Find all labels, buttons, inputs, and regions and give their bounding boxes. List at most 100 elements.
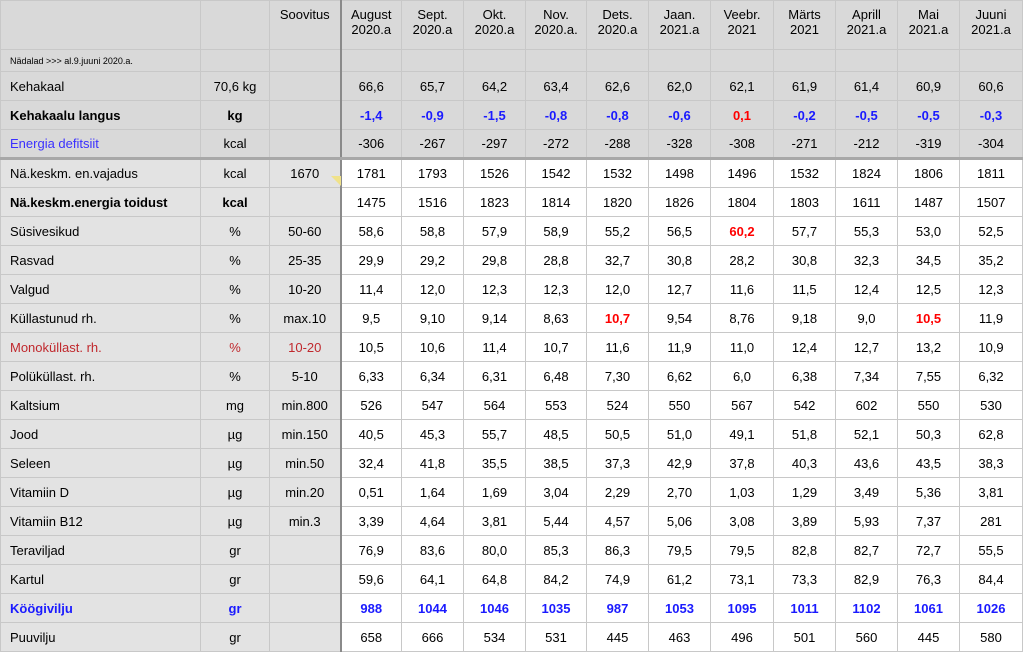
value-cell: 553 (525, 390, 587, 420)
value-cell: 73,1 (710, 564, 774, 594)
value-cell: 7,34 (835, 361, 898, 391)
row-unit: gr (200, 622, 270, 652)
value-cell: 10,9 (959, 332, 1023, 362)
row-label: Kaltsium (0, 390, 201, 420)
value-cell: 62,0 (648, 71, 711, 101)
value-cell: 28,8 (525, 245, 587, 275)
month-year: 2020.a (351, 22, 392, 37)
value-cell: -0,2 (773, 100, 836, 130)
header-month: Okt. 2020.a (463, 0, 526, 50)
row-label: Süsivesikud (0, 216, 201, 246)
note-empty-cell (200, 49, 270, 72)
row-label: Köögivilju (0, 593, 201, 623)
value-cell: -308 (710, 129, 774, 160)
row-recommendation: min.3 (269, 506, 341, 536)
value-cell: -267 (401, 129, 464, 160)
value-cell: 1095 (710, 593, 774, 623)
note-row: Nädalad >>> al.9.juuni 2020.a. (0, 49, 1024, 72)
note-empty-cell (525, 49, 587, 72)
header-month: Mai 2021.a (897, 0, 960, 50)
value-cell: 1823 (463, 187, 526, 217)
value-cell: 35,5 (463, 448, 526, 478)
row-unit: kcal (200, 158, 270, 188)
note-empty-cell (835, 49, 898, 72)
value-cell: 524 (586, 390, 649, 420)
header-month: Jaan. 2021.a (648, 0, 711, 50)
header-month: Sept. 2020.a (401, 0, 464, 50)
value-cell: -0,9 (401, 100, 464, 130)
row-recommendation: min.20 (269, 477, 341, 507)
value-cell: 550 (897, 390, 960, 420)
value-cell: 76,9 (339, 535, 402, 565)
row-label: Nä.keskm.energia toidust (0, 187, 201, 217)
header-month: Dets. 2020.a (586, 0, 649, 50)
value-cell: 9,10 (401, 303, 464, 333)
nutrition-table: Soovitus August 2020.a Sept. 2020.a Okt. 2020.… (0, 0, 1024, 652)
value-cell: 602 (835, 390, 898, 420)
value-cell: 10,7 (525, 332, 587, 362)
row-label: Kartul (0, 564, 201, 594)
value-cell: 5,44 (525, 506, 587, 536)
row-label: Vitamiin B12 (0, 506, 201, 536)
month-name: Jaan. (663, 7, 696, 22)
row-unit: kcal (200, 129, 270, 160)
table-row-kaltsium: Kaltsium mg min.800 526 547 564 553 524 550 567 54… (0, 390, 1024, 420)
month-name: Sept. (417, 7, 448, 22)
value-cell: 30,8 (773, 245, 836, 275)
value-cell: -1,4 (339, 100, 402, 130)
table-row-valgud: Valgud% 10-20 11,4 12,0 12,3 12,3 12,0 12,7 11,6… (0, 274, 1024, 304)
value-cell: 64,8 (463, 564, 526, 594)
value-cell: 43,5 (897, 448, 960, 478)
value-cell: 32,3 (835, 245, 898, 275)
value-cell: 1516 (401, 187, 464, 217)
month-year: 2020.a (412, 22, 453, 37)
value-cell: 8,76 (710, 303, 774, 333)
value-cell: 80,0 (463, 535, 526, 565)
value-cell: 55,3 (835, 216, 898, 246)
row-label: Kehakaalu langus (0, 100, 201, 130)
row-unit: gr (200, 593, 270, 623)
value-cell: 49,1 (710, 419, 774, 449)
value-cell: 50,3 (897, 419, 960, 449)
value-cell: 83,6 (401, 535, 464, 565)
table-row-kullastunud: Küllastunud rh.% max.10 9,5 9,10 9,14 8,63 10,… (0, 303, 1024, 333)
value-cell: 1487 (897, 187, 960, 217)
row-recommendation (269, 129, 341, 160)
value-cell: 1,64 (401, 477, 464, 507)
row-unit: gr (200, 535, 270, 565)
month-year: 2021.a (971, 22, 1011, 37)
value-cell: 11,4 (339, 274, 402, 304)
table-row-seleen: Seleen µg min.50 32,4 41,8 35,5 38,5 37,3 42,9 37… (0, 448, 1024, 478)
value-cell: 6,62 (648, 361, 711, 391)
value-cell: 43,6 (835, 448, 898, 478)
header-month: Aprill 2021.a (835, 0, 898, 50)
value-cell: 10,6 (401, 332, 464, 362)
row-unit: mg (200, 390, 270, 420)
value-cell: 3,08 (710, 506, 774, 536)
value-cell: -0,3 (959, 100, 1023, 130)
value-cell: 1026 (959, 593, 1023, 623)
value-cell: 1542 (525, 158, 587, 188)
value-cell: 12,7 (648, 274, 711, 304)
value-cell: 534 (463, 622, 526, 652)
value-cell: 2,70 (648, 477, 711, 507)
row-recommendation: min.50 (269, 448, 341, 478)
row-unit: 70,6 kg (200, 71, 270, 101)
value-cell: 3,39 (339, 506, 402, 536)
value-cell: 6,31 (463, 361, 526, 391)
value-cell: 1526 (463, 158, 526, 188)
value-cell: 564 (463, 390, 526, 420)
value-cell: -328 (648, 129, 711, 160)
value-cell: 12,0 (401, 274, 464, 304)
value-cell: -304 (959, 129, 1023, 160)
row-recommendation: max.10 (269, 303, 341, 333)
row-recommendation (269, 187, 341, 217)
value-cell: 55,7 (463, 419, 526, 449)
value-cell: 1793 (401, 158, 464, 188)
value-cell: -0,8 (586, 100, 649, 130)
value-cell: 1611 (835, 187, 898, 217)
month-year: 2021.a (659, 22, 700, 37)
value-cell: 3,49 (835, 477, 898, 507)
month-year: 2020.a (597, 22, 638, 37)
value-cell: 62,8 (959, 419, 1023, 449)
